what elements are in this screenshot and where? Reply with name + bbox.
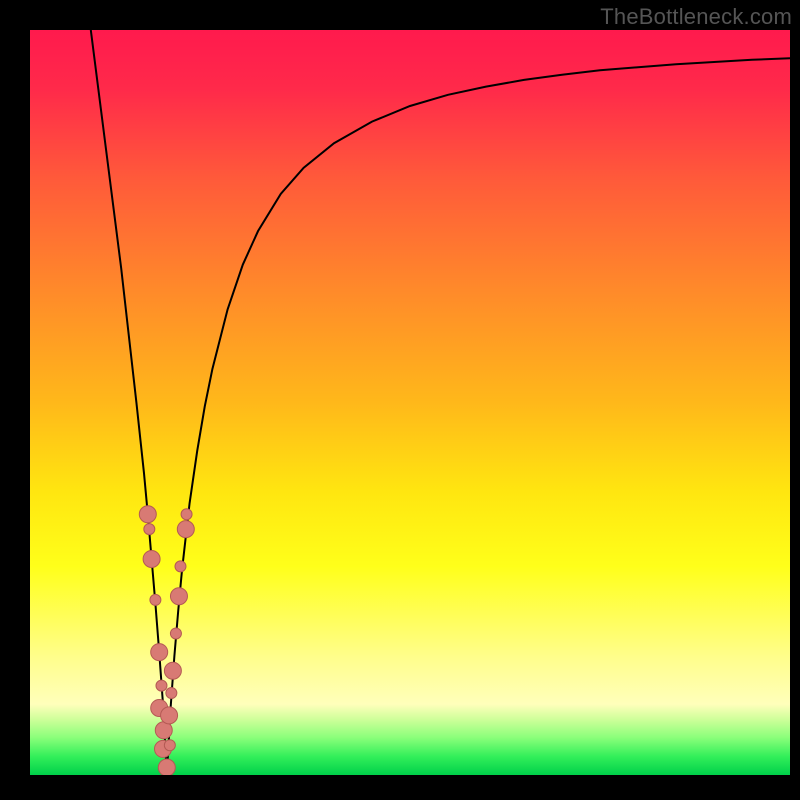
data-marker xyxy=(156,680,167,691)
data-marker xyxy=(143,550,160,567)
data-marker xyxy=(181,509,192,520)
data-marker xyxy=(150,594,161,605)
watermark-text: TheBottleneck.com xyxy=(600,4,792,30)
data-marker xyxy=(164,662,181,679)
data-marker xyxy=(170,628,181,639)
chart-root: TheBottleneck.com xyxy=(0,0,800,800)
data-marker xyxy=(170,588,187,605)
data-marker xyxy=(161,707,178,724)
data-marker xyxy=(166,688,177,699)
data-marker xyxy=(144,524,155,535)
data-marker xyxy=(158,759,175,775)
marker-layer xyxy=(30,30,790,775)
data-marker xyxy=(164,740,175,751)
chart-area xyxy=(30,30,790,775)
data-marker xyxy=(139,506,156,523)
data-marker xyxy=(151,644,168,661)
data-marker xyxy=(175,561,186,572)
data-marker xyxy=(177,521,194,538)
